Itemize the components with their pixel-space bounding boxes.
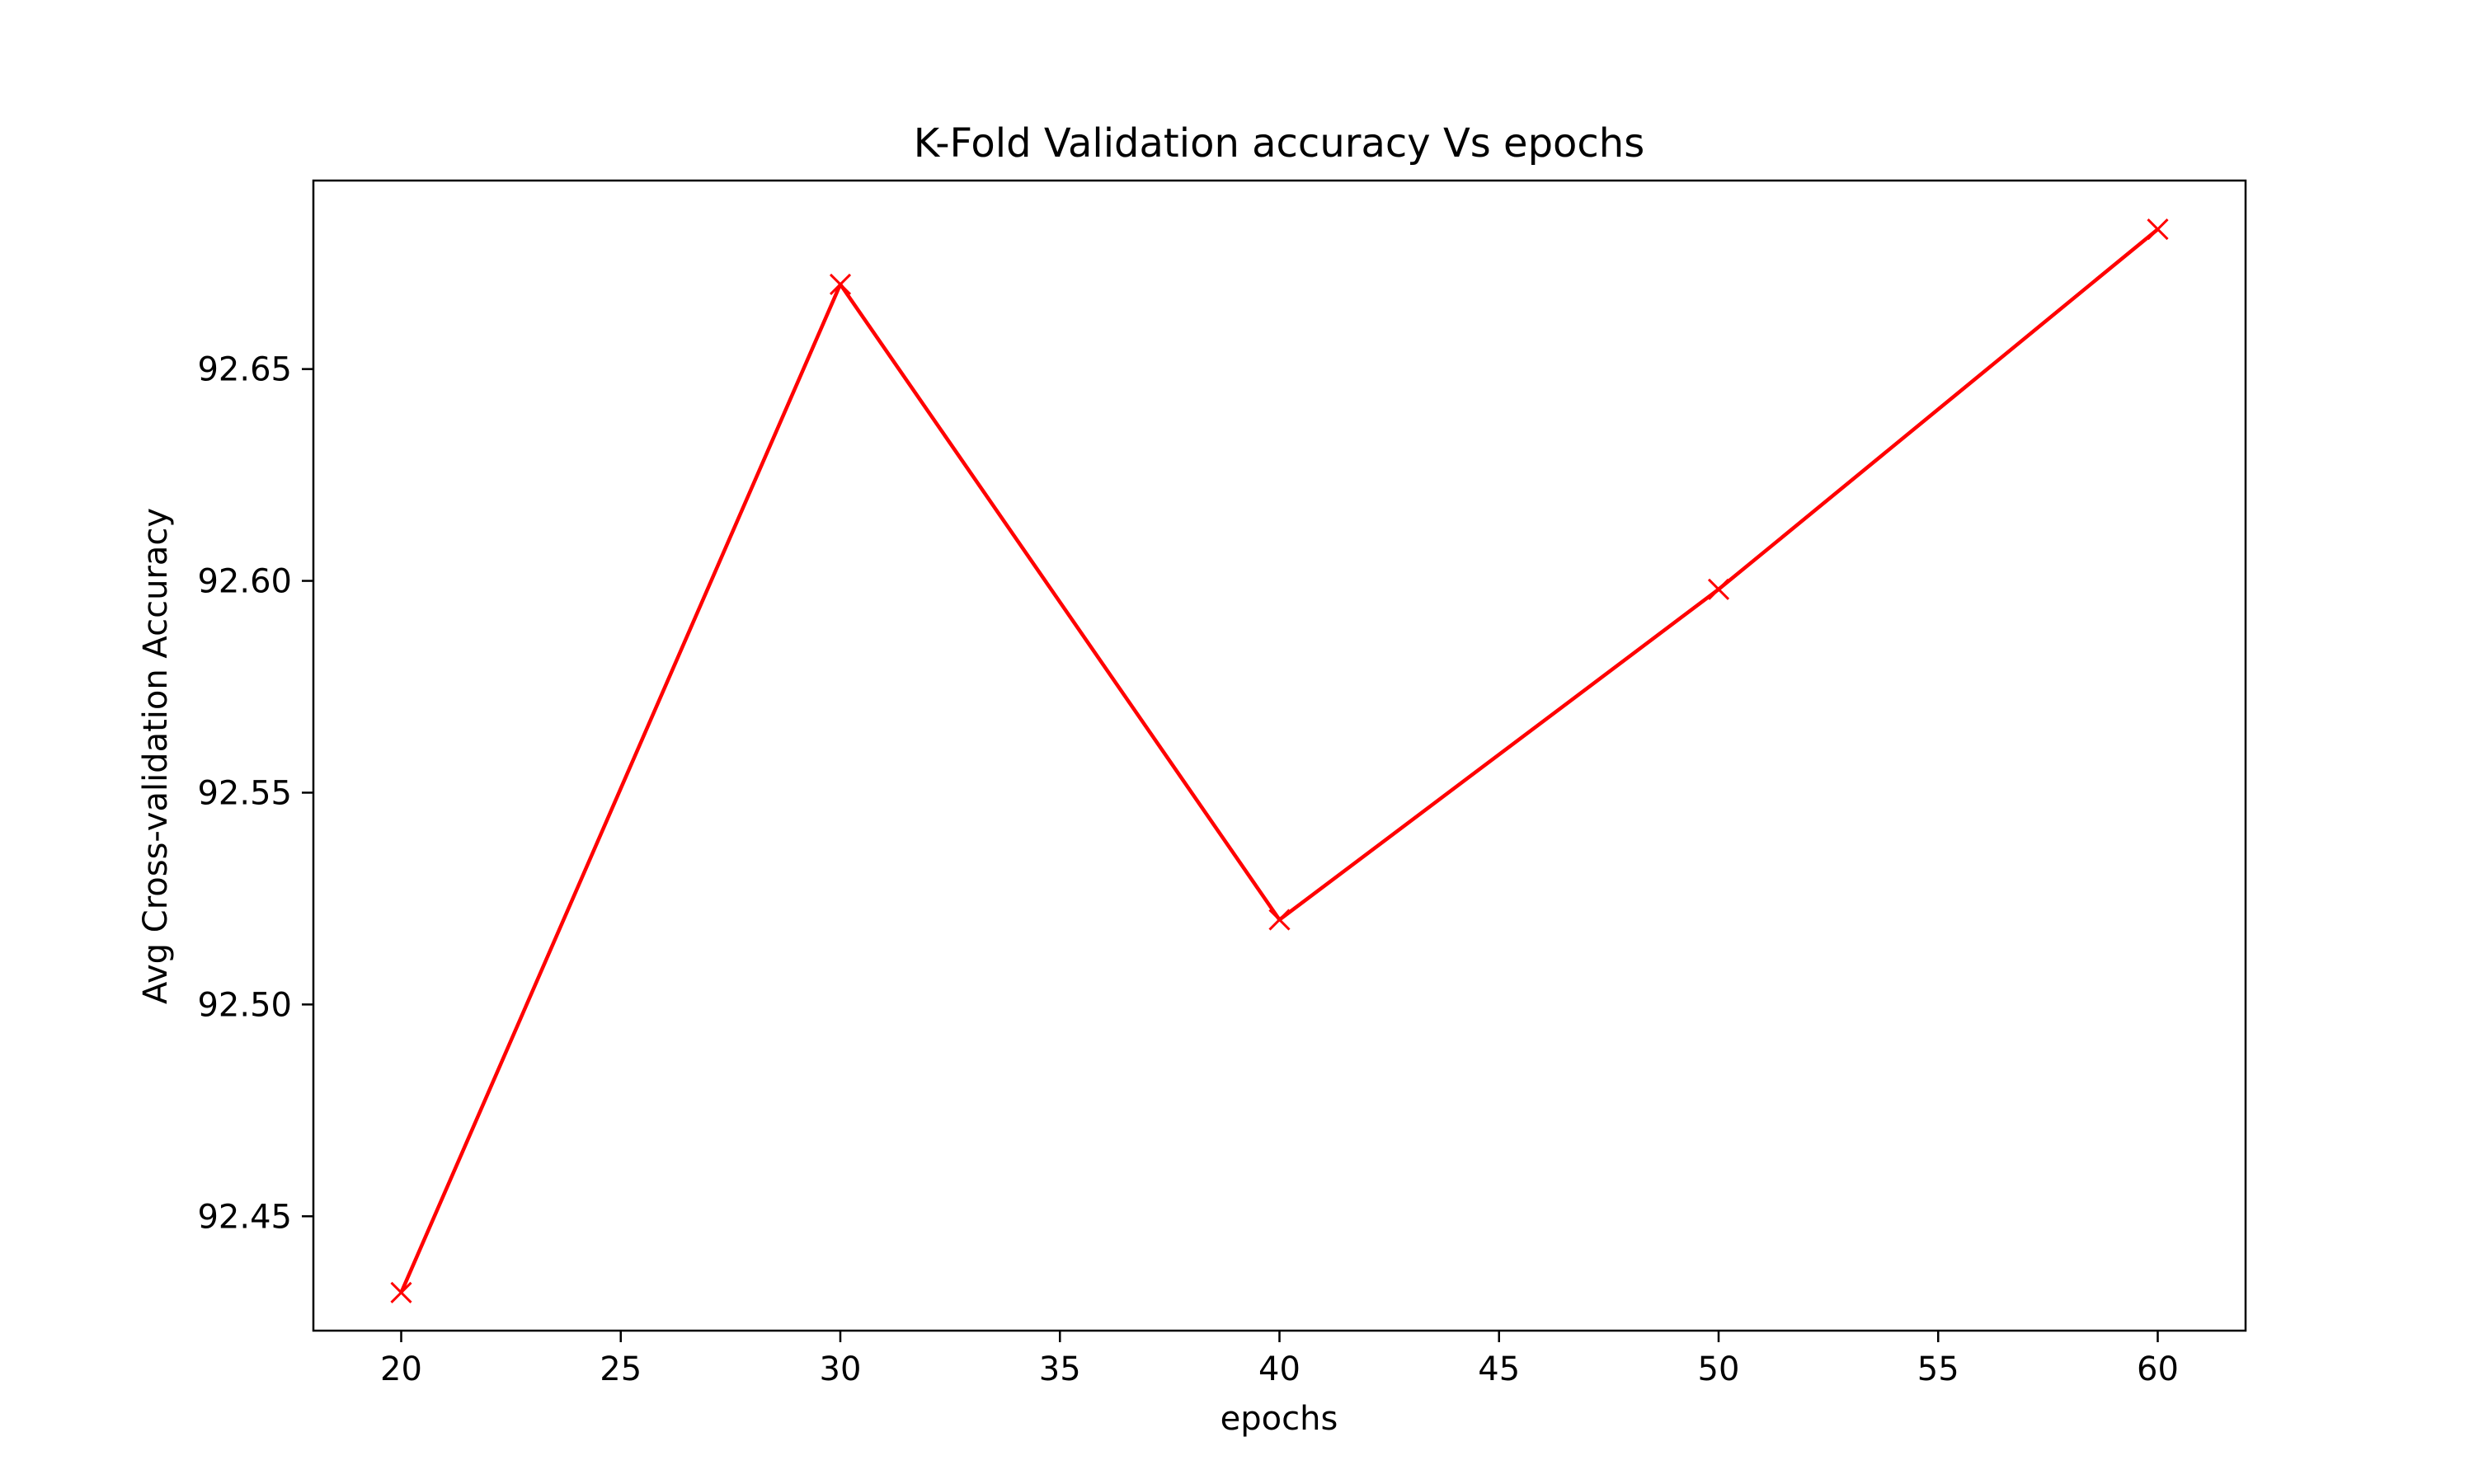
chart-title: K-Fold Validation accuracy Vs epochs	[914, 120, 1644, 167]
x-tick-label: 20	[380, 1350, 422, 1388]
x-tick-label: 45	[1478, 1350, 1520, 1388]
y-tick-label: 92.50	[197, 986, 292, 1024]
y-axis-label: Avg Cross-validation Accuracy	[137, 508, 175, 1004]
y-axis-ticks: 92.45 92.50 92.55 92.60 92.65	[197, 351, 313, 1236]
x-tick-label: 60	[2137, 1350, 2179, 1388]
y-tick-label: 92.60	[197, 563, 292, 601]
y-tick-label: 92.55	[197, 774, 292, 812]
x-axis-label: epochs	[1221, 1400, 1338, 1438]
x-tick-label: 50	[1698, 1350, 1740, 1388]
x-tick-label: 25	[600, 1350, 642, 1388]
x-tick-label: 35	[1039, 1350, 1081, 1388]
x-axis-ticks: 20 25 30 35 40 45 50 55 60	[380, 1331, 2179, 1388]
x-tick-label: 30	[820, 1350, 862, 1388]
data-point	[2147, 218, 2169, 241]
x-tick-label: 55	[1917, 1350, 1959, 1388]
data-point	[1707, 578, 1730, 600]
data-point	[829, 273, 852, 295]
data-point	[390, 1281, 412, 1303]
y-tick-label: 92.45	[197, 1198, 292, 1236]
y-tick-label: 92.65	[197, 351, 292, 389]
x-tick-label: 40	[1258, 1350, 1300, 1388]
data-point-markers	[390, 218, 2169, 1303]
plot-area-frame	[312, 179, 2247, 1332]
data-point	[1268, 909, 1291, 931]
